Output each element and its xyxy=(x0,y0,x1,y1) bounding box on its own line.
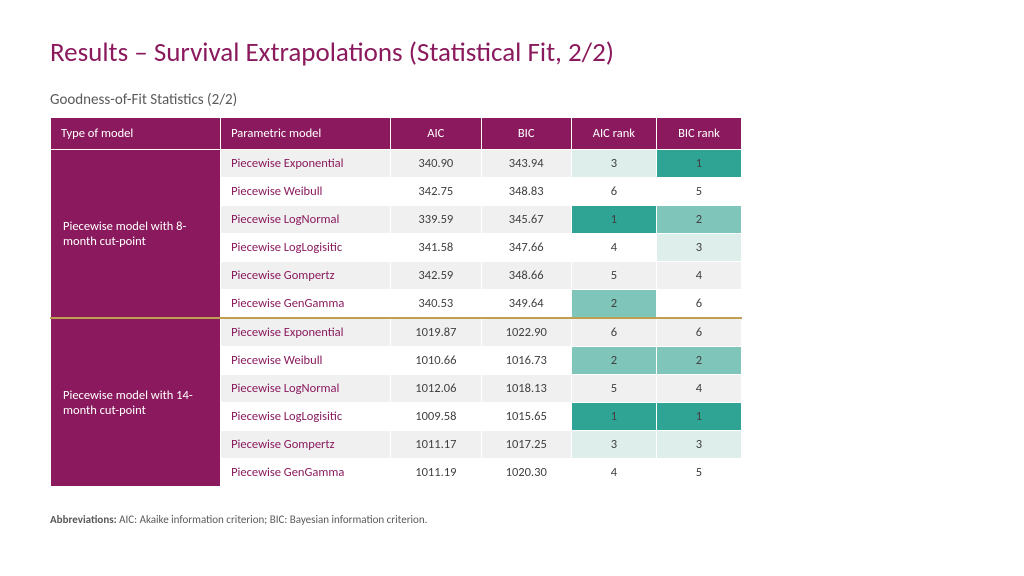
bic-rank-cell: 1 xyxy=(656,403,741,431)
bic-cell: 348.66 xyxy=(481,262,571,290)
aic-cell: 341.58 xyxy=(391,234,481,262)
bic-rank-cell: 2 xyxy=(656,347,741,375)
bic-rank-cell: 4 xyxy=(656,262,741,290)
bic-cell: 345.67 xyxy=(481,206,571,234)
bic-rank-cell: 4 xyxy=(656,375,741,403)
aic-cell: 340.53 xyxy=(391,290,481,319)
fit-statistics-table: Type of modelParametric modelAICBICAIC r… xyxy=(50,117,742,487)
table-header: Type of modelParametric modelAICBICAIC r… xyxy=(51,118,742,150)
bic-rank-cell: 5 xyxy=(656,459,741,487)
parametric-model-cell: Piecewise GenGamma xyxy=(221,290,391,319)
aic-cell: 339.59 xyxy=(391,206,481,234)
parametric-model-cell: Piecewise Gompertz xyxy=(221,262,391,290)
parametric-model-cell: Piecewise Gompertz xyxy=(221,431,391,459)
aic-rank-cell: 3 xyxy=(571,431,656,459)
bic-rank-cell: 1 xyxy=(656,150,741,178)
bic-rank-cell: 5 xyxy=(656,178,741,206)
bic-rank-cell: 3 xyxy=(656,431,741,459)
aic-cell: 1019.87 xyxy=(391,318,481,347)
aic-rank-cell: 5 xyxy=(571,262,656,290)
abbrev-label: Abbreviations: xyxy=(50,513,117,526)
subtitle: Goodness-of-Fit Statistics (2/2) xyxy=(50,91,974,109)
bic-cell: 349.64 xyxy=(481,290,571,319)
bic-cell: 1022.90 xyxy=(481,318,571,347)
column-header: BIC rank xyxy=(656,118,741,150)
bic-cell: 1017.25 xyxy=(481,431,571,459)
aic-rank-cell: 6 xyxy=(571,318,656,347)
aic-cell: 1009.58 xyxy=(391,403,481,431)
page-title: Results – Survival Extrapolations (Stati… xyxy=(50,36,974,69)
column-header: AIC xyxy=(391,118,481,150)
bic-cell: 348.83 xyxy=(481,178,571,206)
table-body: Piecewise model with 8-month cut-pointPi… xyxy=(51,150,742,487)
bic-cell: 1020.30 xyxy=(481,459,571,487)
parametric-model-cell: Piecewise LogLogisitic xyxy=(221,403,391,431)
bic-cell: 1016.73 xyxy=(481,347,571,375)
bic-cell: 343.94 xyxy=(481,150,571,178)
parametric-model-cell: Piecewise LogNormal xyxy=(221,375,391,403)
table-row: Piecewise model with 14-month cut-pointP… xyxy=(51,318,742,347)
aic-rank-cell: 2 xyxy=(571,347,656,375)
bic-cell: 1018.13 xyxy=(481,375,571,403)
bic-rank-cell: 3 xyxy=(656,234,741,262)
column-header: Parametric model xyxy=(221,118,391,150)
aic-rank-cell: 4 xyxy=(571,234,656,262)
abbreviations: Abbreviations: AIC: Akaike information c… xyxy=(50,513,974,526)
parametric-model-cell: Piecewise LogLogisitic xyxy=(221,234,391,262)
aic-rank-cell: 2 xyxy=(571,290,656,319)
aic-cell: 342.75 xyxy=(391,178,481,206)
aic-cell: 1011.17 xyxy=(391,431,481,459)
aic-cell: 1011.19 xyxy=(391,459,481,487)
bic-cell: 1015.65 xyxy=(481,403,571,431)
parametric-model-cell: Piecewise Exponential xyxy=(221,318,391,347)
aic-rank-cell: 1 xyxy=(571,403,656,431)
column-header: Type of model xyxy=(51,118,221,150)
bic-rank-cell: 6 xyxy=(656,318,741,347)
aic-rank-cell: 3 xyxy=(571,150,656,178)
aic-rank-cell: 5 xyxy=(571,375,656,403)
aic-rank-cell: 1 xyxy=(571,206,656,234)
column-header: BIC xyxy=(481,118,571,150)
bic-rank-cell: 6 xyxy=(656,290,741,319)
aic-cell: 1012.06 xyxy=(391,375,481,403)
parametric-model-cell: Piecewise Exponential xyxy=(221,150,391,178)
aic-cell: 340.90 xyxy=(391,150,481,178)
parametric-model-cell: Piecewise LogNormal xyxy=(221,206,391,234)
aic-rank-cell: 6 xyxy=(571,178,656,206)
column-header: AIC rank xyxy=(571,118,656,150)
bic-cell: 347.66 xyxy=(481,234,571,262)
aic-rank-cell: 4 xyxy=(571,459,656,487)
abbrev-text: AIC: Akaike information criterion; BIC: … xyxy=(117,513,428,526)
bic-rank-cell: 2 xyxy=(656,206,741,234)
parametric-model-cell: Piecewise Weibull xyxy=(221,178,391,206)
model-type-cell: Piecewise model with 14-month cut-point xyxy=(51,318,221,487)
table-row: Piecewise model with 8-month cut-pointPi… xyxy=(51,150,742,178)
aic-cell: 342.59 xyxy=(391,262,481,290)
aic-cell: 1010.66 xyxy=(391,347,481,375)
model-type-cell: Piecewise model with 8-month cut-point xyxy=(51,150,221,319)
parametric-model-cell: Piecewise GenGamma xyxy=(221,459,391,487)
parametric-model-cell: Piecewise Weibull xyxy=(221,347,391,375)
